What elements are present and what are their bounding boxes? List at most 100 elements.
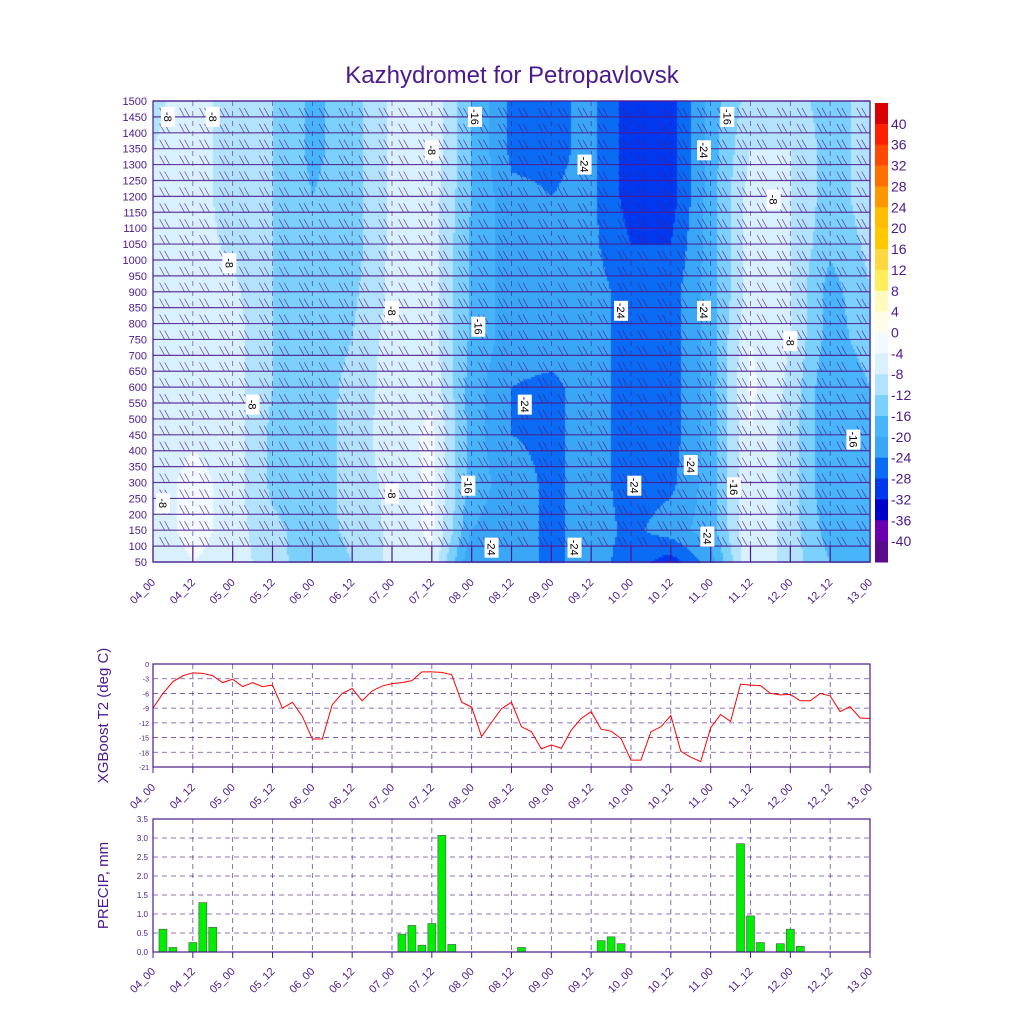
- wind-barb: [199, 505, 210, 515]
- wind-barb: [617, 155, 629, 165]
- wind-barb: [577, 489, 589, 499]
- wind-barb: [258, 298, 270, 308]
- wind-barb: [478, 250, 489, 261]
- contour-label-bg: [846, 429, 861, 450]
- wind-barb: [717, 409, 728, 420]
- wind-barb: [179, 441, 190, 451]
- wind-barb: [478, 441, 489, 451]
- wind-barb: [298, 234, 310, 245]
- colorbar-segment: [875, 415, 888, 438]
- wind-barb: [179, 521, 190, 531]
- wind-barb: [856, 521, 868, 531]
- wind-barb: [497, 362, 509, 372]
- wind-barb: [159, 441, 170, 451]
- wind-barb: [219, 425, 230, 435]
- wind-barb: [258, 314, 270, 324]
- wind-barb: [657, 107, 668, 118]
- wind-barb: [856, 266, 868, 277]
- wind-barb: [338, 425, 350, 435]
- colorbar-segment: [875, 478, 888, 500]
- wind-barb: [517, 505, 529, 515]
- wind-barb: [278, 441, 290, 451]
- wind-barb: [298, 203, 310, 213]
- wind-barb: [378, 425, 390, 435]
- wind-barb: [756, 377, 768, 388]
- wind-barb: [438, 362, 449, 372]
- colorbar-segment: [875, 123, 888, 146]
- wind-barb: [378, 234, 390, 245]
- wind-barb: [358, 314, 370, 324]
- wind-barb: [219, 171, 230, 181]
- wind-barb: [418, 314, 429, 324]
- wind-barb: [796, 219, 808, 229]
- wind-barb: [517, 346, 529, 356]
- contour-label-text: -8: [767, 195, 779, 205]
- contour-label-bg: [484, 537, 499, 558]
- contour-label-text: -24: [568, 540, 580, 556]
- contour-label: -24: [683, 455, 698, 476]
- wind-barb: [577, 330, 589, 340]
- wind-barb: [219, 393, 230, 404]
- wind-barb: [637, 393, 648, 404]
- wind-barb: [717, 139, 728, 149]
- wind-barb: [219, 155, 230, 165]
- y-tick-label: 400: [129, 446, 147, 458]
- wind-barb: [179, 330, 190, 340]
- wind-barb: [298, 377, 310, 388]
- wind-barb: [517, 123, 529, 133]
- wind-barb: [278, 234, 290, 245]
- wind-barb: [219, 282, 230, 292]
- wind-barb: [537, 457, 549, 467]
- wind-barb: [756, 330, 768, 340]
- contour-label-bg: [720, 106, 735, 127]
- wind-barb: [537, 107, 549, 118]
- wind-barb: [657, 155, 668, 165]
- wind-barb: [358, 234, 370, 245]
- wind-barb: [378, 536, 390, 547]
- wind-barb: [239, 314, 250, 324]
- wind-barb: [219, 521, 230, 531]
- contour-label: -8: [385, 300, 399, 321]
- wind-barb: [179, 489, 190, 499]
- wind-barb: [717, 441, 728, 451]
- wind-barb: [537, 362, 549, 372]
- wind-barb: [239, 219, 250, 229]
- wind-barb: [796, 139, 808, 149]
- wind-barb: [298, 409, 310, 420]
- x-tick-label: 04_00: [128, 782, 158, 812]
- wind-barb: [756, 107, 768, 118]
- contour-label: -8: [222, 253, 237, 274]
- colorbar-segment: [875, 186, 888, 208]
- wind-barb: [438, 536, 449, 547]
- wind-barb: [159, 425, 170, 435]
- colorbar-segment: [875, 353, 888, 375]
- wind-barb: [657, 393, 668, 404]
- wind-barb: [816, 282, 828, 292]
- wind-barb: [537, 187, 549, 197]
- wind-barb: [438, 250, 449, 261]
- wind-barb: [199, 377, 210, 388]
- x-tick-label: 05_12: [248, 577, 278, 607]
- wind-barb: [378, 362, 390, 372]
- wind-barb: [358, 187, 370, 197]
- x-tick-label: 04_12: [168, 966, 198, 996]
- wind-barb: [796, 521, 808, 531]
- wind-barb: [657, 377, 668, 388]
- wind-barb: [597, 314, 609, 324]
- wind-barb: [418, 330, 429, 340]
- contour-label-text: -16: [727, 479, 739, 495]
- wind-barb: [358, 409, 370, 420]
- precip-bar: [198, 902, 208, 953]
- wind-barb: [179, 377, 190, 388]
- y-tick-label: 0: [145, 662, 149, 669]
- wind-barb: [657, 123, 668, 133]
- y-tick-label: 900: [129, 287, 147, 299]
- y-tick-label: 1000: [123, 255, 147, 267]
- wind-barb: [796, 362, 808, 372]
- colorbar-segment: [875, 269, 888, 292]
- contour-label: -24: [697, 300, 712, 321]
- wind-barb: [597, 441, 609, 451]
- wind-barb: [657, 346, 668, 356]
- wind-barb: [378, 155, 390, 165]
- wind-barb: [677, 362, 688, 372]
